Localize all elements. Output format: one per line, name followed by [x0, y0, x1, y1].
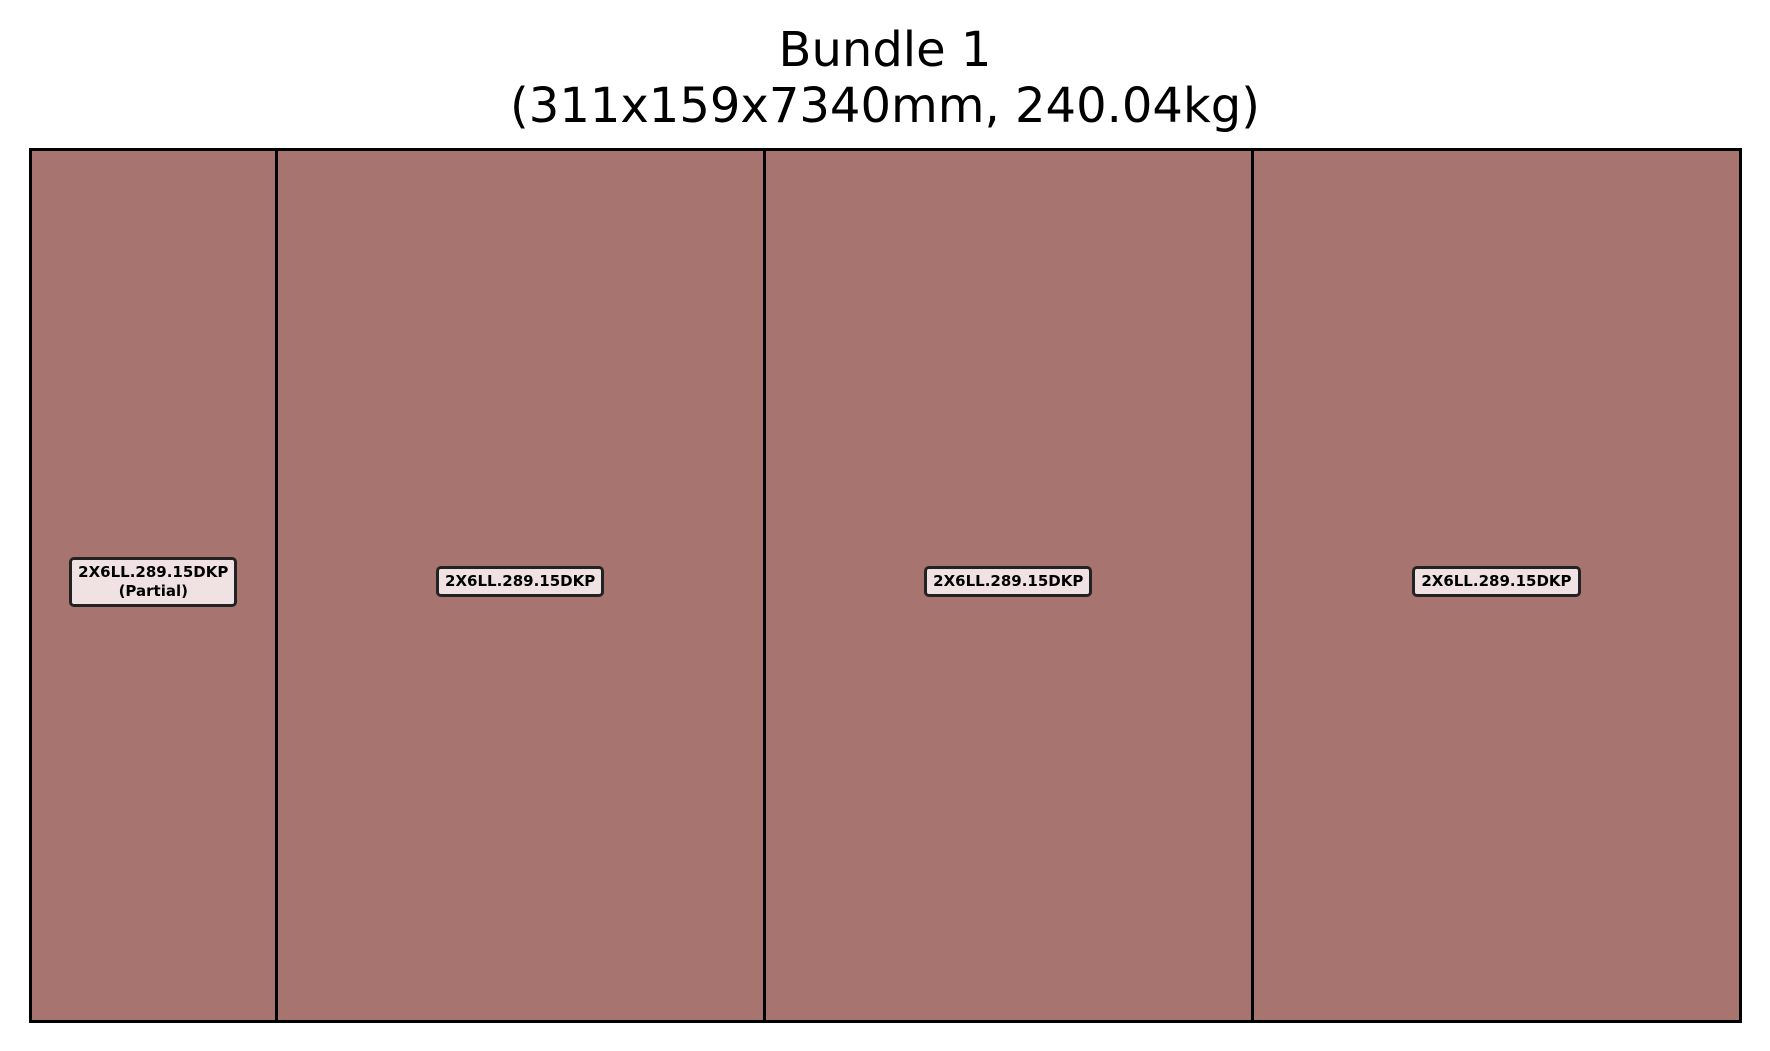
piece-label-text: 2X6LL.289.15DKP — [78, 562, 229, 581]
piece-label: 2X6LL.289.15DKP — [436, 566, 605, 597]
piece-label-note: (Partial) — [118, 581, 188, 600]
piece-label: 2X6LL.289.15DKP — [1412, 566, 1581, 597]
bundle-piece: 2X6LL.289.15DKP — [765, 151, 1254, 1020]
bundle-piece: 2X6LL.289.15DKP — [277, 151, 766, 1020]
piece-label-text: 2X6LL.289.15DKP — [1421, 572, 1572, 590]
piece-label-text: 2X6LL.289.15DKP — [445, 572, 596, 590]
piece-label: 2X6LL.289.15DKP (Partial) — [69, 556, 238, 607]
bundle-piece: 2X6LL.289.15DKP — [1253, 151, 1739, 1020]
bundle-outline: 2X6LL.289.15DKP (Partial) 2X6LL.289.15DKP 2… — [29, 148, 1742, 1023]
piece-label-text: 2X6LL.289.15DKP — [933, 572, 1084, 590]
piece-label: 2X6LL.289.15DKP — [924, 566, 1093, 597]
diagram-title: Bundle 1 — [778, 22, 992, 78]
bundle-piece: 2X6LL.289.15DKP (Partial) — [32, 151, 278, 1020]
diagram-title-block: Bundle 1 (311x159x7340mm, 240.04kg) — [0, 22, 1770, 134]
diagram-subtitle: (311x159x7340mm, 240.04kg) — [510, 78, 1260, 134]
